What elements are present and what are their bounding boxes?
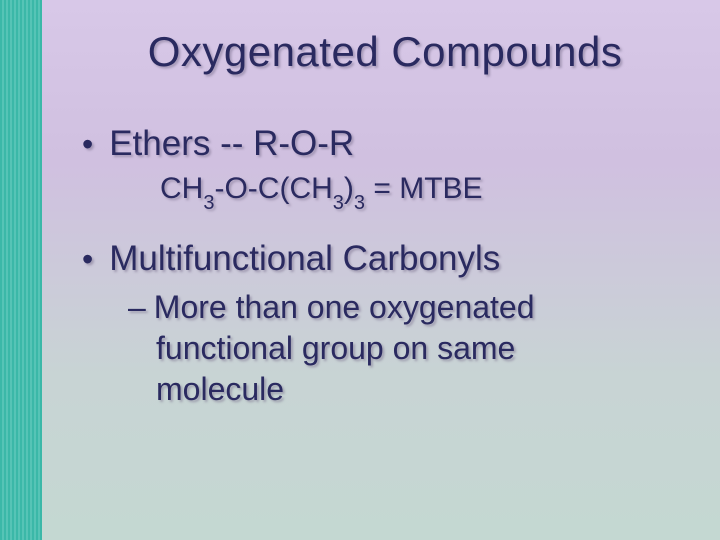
dash-marker: – [128, 289, 146, 326]
bullet-item: • Ethers -- R-O-R [82, 124, 680, 164]
formula-subscript: 3 [354, 192, 365, 214]
sub-bullet-text: functional group on same [156, 328, 680, 369]
sub-bullet-item: – More than one oxygenated [128, 287, 680, 328]
bullet-marker: • [82, 243, 93, 275]
formula-subscript: 3 [203, 192, 214, 214]
bullet-marker: • [82, 128, 93, 160]
formula-subscript: 3 [333, 192, 344, 214]
formula-line: CH3-O-C(CH3)3 = MTBE [160, 172, 680, 211]
formula-part: = MTBE [365, 172, 483, 205]
slide-content: Oxygenated Compounds • Ethers -- R-O-R C… [0, 0, 720, 540]
formula-part: ) [344, 172, 354, 205]
bullet-text: Multifunctional Carbonyls [109, 239, 500, 279]
slide-title: Oxygenated Compounds [90, 28, 680, 76]
formula-part: CH [160, 172, 203, 205]
sub-bullet-text: molecule [156, 369, 680, 410]
sub-bullet-text: More than one oxygenated [154, 287, 535, 328]
formula-part: -O-C(CH [214, 172, 332, 205]
bullet-item: • Multifunctional Carbonyls [82, 239, 680, 279]
bullet-text: Ethers -- R-O-R [109, 124, 354, 164]
